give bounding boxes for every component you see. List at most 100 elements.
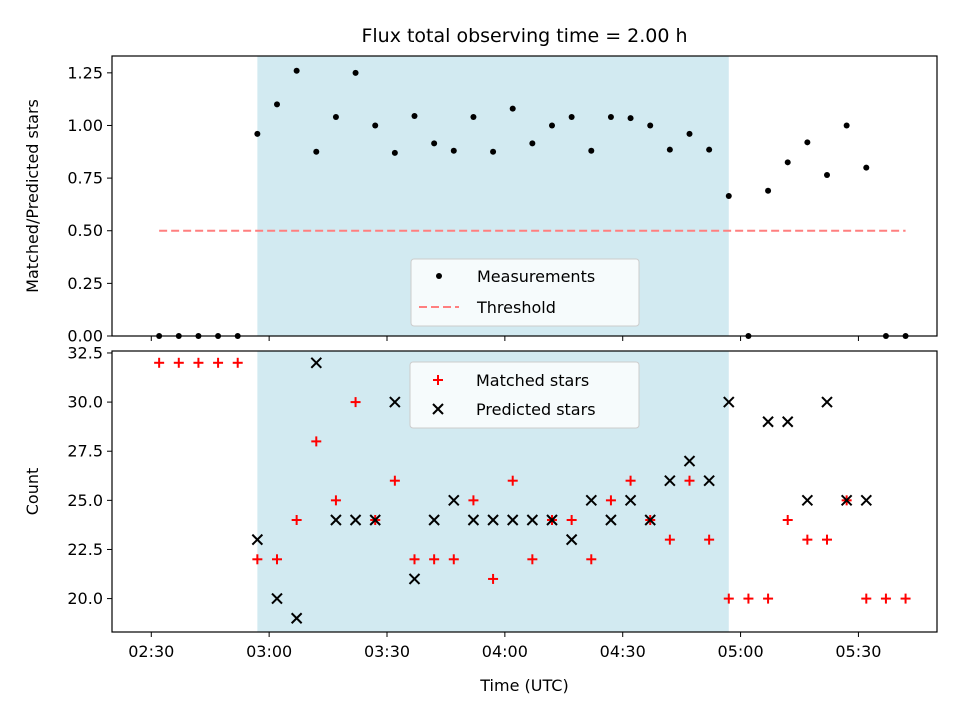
measurement-point bbox=[824, 171, 830, 178]
measurement-point bbox=[627, 115, 634, 122]
legend-label-measurements: Measurements bbox=[477, 267, 595, 286]
predicted-star-point bbox=[801, 494, 814, 507]
predicted-star-point bbox=[448, 494, 460, 507]
predicted-star-point bbox=[703, 474, 715, 487]
measurement-point bbox=[706, 146, 713, 153]
measurement-point bbox=[686, 130, 693, 137]
legend-label-threshold: Threshold bbox=[476, 298, 556, 317]
predicted-star-point bbox=[271, 592, 283, 605]
measurement-point bbox=[490, 148, 497, 155]
predicted-star-point-b bbox=[860, 494, 872, 507]
measurement-point bbox=[274, 101, 280, 108]
legend-x-mark bbox=[432, 403, 444, 415]
measurement-point bbox=[431, 140, 438, 147]
measurement-point bbox=[666, 146, 673, 153]
x-tick-label: 04:30 bbox=[600, 642, 646, 661]
predicted-star-point bbox=[487, 514, 499, 526]
matched-star-point bbox=[389, 475, 400, 486]
matched-star-point bbox=[448, 554, 459, 565]
predicted-star-point-b bbox=[310, 357, 322, 369]
bottom-legend-box bbox=[409, 361, 640, 429]
predicted-star-point bbox=[389, 396, 401, 408]
y-tick-label: 20.0 bbox=[67, 589, 103, 608]
y-tick-label: 27.5 bbox=[67, 442, 103, 461]
measurement-point bbox=[332, 114, 339, 121]
measurement-point bbox=[391, 149, 398, 156]
predicted-star-point bbox=[507, 514, 519, 526]
matched-star-point bbox=[743, 593, 754, 604]
predicted-star-point bbox=[664, 474, 676, 487]
y-tick-label: 22.5 bbox=[67, 540, 103, 559]
predicted-star-point-b bbox=[526, 514, 539, 526]
y-tick-label: 25.0 bbox=[67, 491, 103, 510]
measurement-point bbox=[470, 114, 477, 121]
measurement-point bbox=[352, 69, 359, 76]
x-tick-label: 03:30 bbox=[364, 642, 410, 661]
predicted-star-point-b bbox=[703, 474, 715, 487]
measurement-point bbox=[372, 122, 379, 129]
predicted-star-point-b bbox=[840, 494, 853, 507]
matched-star-point bbox=[763, 593, 774, 604]
matched-star-point bbox=[291, 514, 302, 525]
y-tick-label: 1.00 bbox=[67, 116, 103, 135]
predicted-star-point bbox=[467, 514, 480, 526]
top-panel: 0.00 0.25 0.50 0.75 1.00 1.25 Flux total obse… bbox=[23, 25, 938, 346]
matched-star-point bbox=[232, 357, 243, 368]
legend-label-matched: Matched stars bbox=[476, 371, 589, 390]
measurement-point bbox=[607, 114, 614, 121]
bottom-axes-frame bbox=[111, 350, 938, 633]
bottom-y-axis-label: Count bbox=[23, 468, 42, 516]
x-tick-label: 05:30 bbox=[835, 642, 881, 661]
matched-star-point bbox=[586, 554, 597, 565]
predicted-star-point bbox=[310, 357, 322, 369]
predicted-star-point bbox=[526, 514, 539, 526]
measurement-point bbox=[725, 193, 732, 199]
legend-x-mark-b bbox=[432, 403, 444, 415]
measurement-point bbox=[254, 130, 261, 137]
predicted-star-point bbox=[408, 573, 421, 585]
predicted-star-point bbox=[565, 533, 578, 546]
top-legend-box bbox=[410, 258, 640, 327]
chart-title: Flux total observing time = 2.00 h bbox=[361, 25, 687, 47]
predicted-star-point-b bbox=[389, 396, 401, 408]
predicted-star-point-b bbox=[369, 514, 381, 526]
predicted-star-point-b bbox=[408, 573, 421, 585]
predicted-star-point bbox=[585, 494, 597, 507]
predicted-star-point bbox=[330, 514, 342, 526]
matched-star-point bbox=[173, 357, 184, 368]
bottom-plot-marks bbox=[154, 357, 911, 624]
matched-star-point bbox=[468, 495, 479, 506]
top-y-ticks: 0.00 0.25 0.50 0.75 1.00 1.25 bbox=[67, 63, 112, 346]
matched-star-point bbox=[213, 357, 224, 368]
y-tick-label: 1.25 bbox=[67, 63, 103, 82]
top-plot-marks bbox=[156, 67, 909, 339]
predicted-star-point-b bbox=[448, 494, 460, 507]
measurement-point bbox=[784, 159, 791, 166]
bottom-legend: Matched stars Predicted stars bbox=[409, 361, 640, 429]
predicted-star-point-b bbox=[801, 494, 814, 507]
predicted-star-point bbox=[251, 533, 264, 546]
predicted-star-point-b bbox=[271, 592, 283, 605]
matched-star-point bbox=[527, 554, 538, 565]
legend-plus-mark bbox=[433, 375, 443, 385]
top-legend: Measurements Threshold bbox=[410, 258, 640, 327]
predicted-star-point-b bbox=[467, 514, 480, 526]
measurement-point bbox=[804, 139, 811, 146]
measurement-point bbox=[765, 187, 772, 194]
predicted-star-point-b bbox=[723, 396, 735, 408]
measurement-point bbox=[549, 122, 555, 129]
matched-star-point bbox=[605, 495, 616, 506]
predicted-star-point bbox=[349, 514, 362, 526]
measurement-point bbox=[509, 105, 516, 112]
bottom-x-ticks: 02:30 03:00 03:30 04:00 04:30 05:00 05:30 bbox=[128, 632, 881, 661]
predicted-star-point bbox=[369, 514, 381, 526]
top-axes-frame bbox=[111, 55, 938, 337]
y-tick-label: 0.00 bbox=[67, 327, 103, 346]
matched-star-point bbox=[507, 475, 518, 486]
predicted-star-point-b bbox=[664, 474, 676, 487]
predicted-star-point bbox=[683, 455, 696, 467]
matched-star-point bbox=[429, 554, 440, 565]
predicted-star-point-b bbox=[762, 416, 774, 428]
predicted-star-point bbox=[821, 396, 833, 408]
